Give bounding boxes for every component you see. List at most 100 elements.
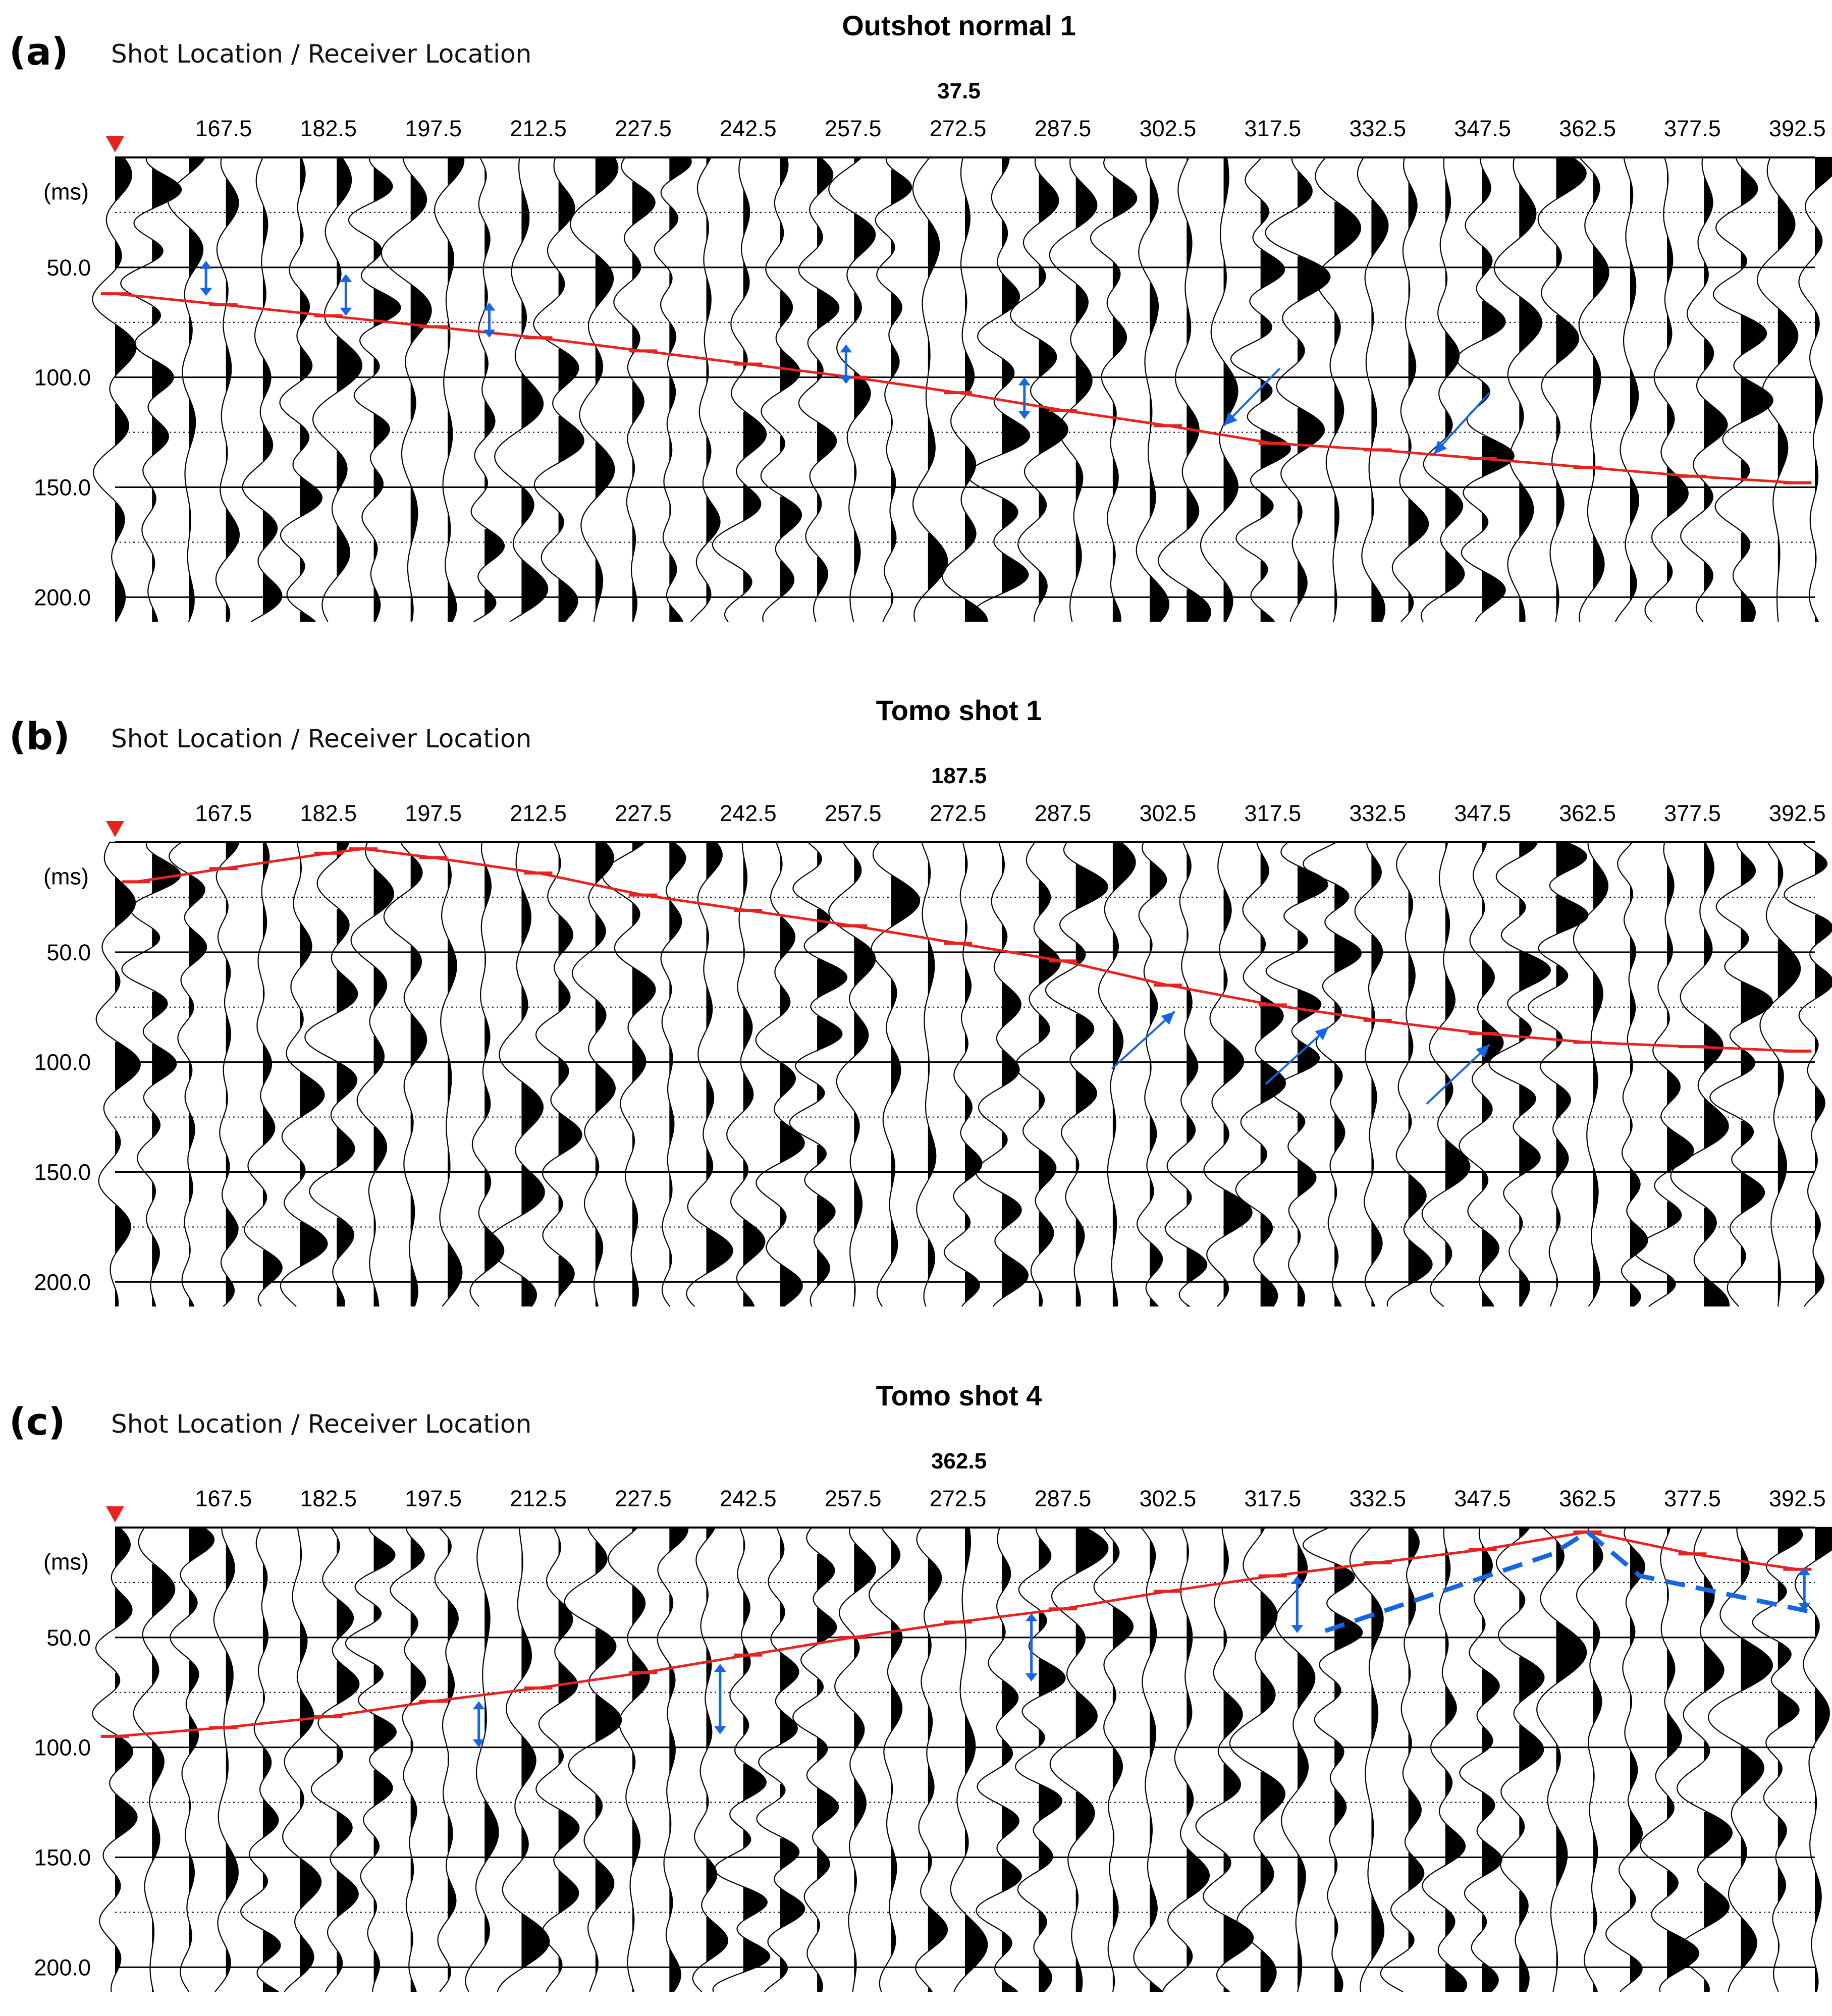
seismic-trace — [1090, 156, 1138, 622]
shot-location-label: 362.5 — [931, 1449, 987, 1474]
x-tick-label: 167.5 — [195, 116, 252, 141]
trace-fill — [1112, 842, 1136, 1306]
seismic-trace — [916, 841, 937, 1307]
trace-fill — [1223, 889, 1252, 1300]
seismic-trace — [564, 1527, 622, 1992]
seismic-trace — [1133, 1527, 1163, 1992]
trace-fill — [1667, 1528, 1699, 1980]
x-tick-label: 182.5 — [300, 1486, 357, 1511]
trace-fill — [262, 1564, 281, 1992]
trace-fill — [1112, 1542, 1133, 1992]
trace-fill — [1630, 1546, 1645, 1984]
annotation-layer — [200, 260, 1490, 455]
seismic-trace — [1049, 1527, 1109, 1992]
seismic-trace — [1274, 1527, 1316, 1992]
x-tick-label: 302.5 — [1140, 116, 1197, 141]
seismic-trace — [1303, 841, 1362, 1307]
seismic-trace — [535, 841, 582, 1307]
trace-fill — [1371, 1594, 1384, 1961]
seismic-trace — [348, 156, 401, 622]
trace-fill — [1260, 157, 1290, 622]
trace-fill — [1593, 174, 1609, 591]
y-tick-label: 150.0 — [34, 475, 91, 501]
seismic-trace — [834, 1527, 876, 1992]
trace-fill — [1815, 1528, 1832, 1992]
seismic-trace — [1459, 1527, 1502, 1992]
seismic-trace — [1605, 1527, 1646, 1992]
x-tick-label: 182.5 — [300, 800, 357, 826]
seismic-trace — [1136, 841, 1167, 1307]
seismic-trace — [1456, 156, 1515, 622]
trace-fill — [484, 168, 504, 616]
y-tick-label: 200.0 — [34, 1269, 91, 1295]
trace-fill — [595, 842, 615, 1306]
x-tick-label: 362.5 — [1559, 1486, 1616, 1511]
seismic-trace — [533, 156, 584, 622]
panel-a: (a) Outshot normal 1 Shot Location / Recei… — [0, 0, 1832, 656]
annotation-layer — [1111, 1010, 1490, 1105]
trace-fill — [1075, 1528, 1108, 1992]
x-tick-label: 257.5 — [825, 116, 882, 141]
seismic-trace — [279, 156, 323, 622]
seismic-trace — [1354, 841, 1383, 1307]
traces-layer — [95, 841, 1832, 1307]
trace-fill — [1556, 157, 1586, 620]
y-tick-label: 150.0 — [34, 1160, 91, 1185]
double-arrow-head — [1798, 1603, 1811, 1611]
trace-fill — [1408, 1528, 1424, 1949]
seismic-trace — [1049, 156, 1098, 622]
seismic-chart-a: (a) Outshot normal 1 Shot Location / Recei… — [9, 10, 1832, 622]
seismic-trace — [608, 1527, 650, 1992]
seismic-trace — [1195, 1527, 1254, 1992]
seismic-trace — [1459, 841, 1504, 1307]
seismic-trace — [1380, 1527, 1425, 1992]
seismic-trace — [686, 841, 733, 1307]
seismic-trace — [755, 841, 805, 1307]
panel-label: (b) — [9, 715, 70, 758]
trace-fill — [1445, 178, 1465, 593]
seismic-trace — [133, 1527, 176, 1992]
y-tick-label: 200.0 — [34, 1954, 91, 1980]
x-tick-label: 182.5 — [300, 116, 357, 141]
seismic-trace — [868, 1527, 903, 1992]
trace-fill — [669, 157, 691, 622]
double-arrow-head — [1291, 1575, 1304, 1584]
x-axis-label: Shot Location / Receiver Location — [111, 39, 531, 69]
seismic-trace — [497, 1527, 550, 1992]
double-arrow-head — [472, 1701, 485, 1710]
double-arrow-head — [1018, 411, 1031, 419]
trace-fill — [743, 1538, 770, 1974]
seismic-trace — [1098, 841, 1136, 1307]
seismic-trace — [121, 841, 181, 1307]
arrow-head — [1161, 1011, 1175, 1025]
seismic-trace — [950, 1527, 988, 1992]
trace-fill — [1298, 172, 1330, 608]
trace-fill — [448, 860, 462, 1300]
seismic-trace — [712, 1527, 771, 1992]
seismic-trace — [1537, 156, 1587, 622]
x-tick-label: 227.5 — [615, 800, 672, 826]
trace-fill — [1223, 157, 1238, 622]
trace-fill — [1187, 852, 1207, 1306]
trace-fill — [854, 1544, 876, 1984]
seismic-trace — [1203, 841, 1253, 1307]
seismic-trace — [1680, 156, 1728, 622]
trace-fill — [1556, 842, 1588, 1292]
seismic-trace — [690, 156, 721, 622]
trace-fill — [1445, 842, 1470, 1268]
trace-fill — [1556, 1542, 1587, 1976]
trace-fill — [262, 842, 282, 1290]
x-tick-label: 212.5 — [510, 800, 567, 826]
x-tick-label: 362.5 — [1559, 116, 1616, 141]
seismic-trace — [170, 1527, 215, 1992]
y-tick-label: 50.0 — [46, 940, 91, 965]
seismic-trace — [967, 156, 1031, 622]
x-tick-label: 272.5 — [930, 116, 987, 141]
traces-layer — [92, 1527, 1832, 1992]
seismic-trace — [712, 156, 767, 622]
trace-fill — [337, 1538, 359, 1978]
trace-fill — [780, 157, 802, 600]
x-tick-label: 287.5 — [1035, 800, 1092, 826]
seismic-trace — [244, 841, 283, 1307]
trace-fill — [706, 1528, 728, 1964]
